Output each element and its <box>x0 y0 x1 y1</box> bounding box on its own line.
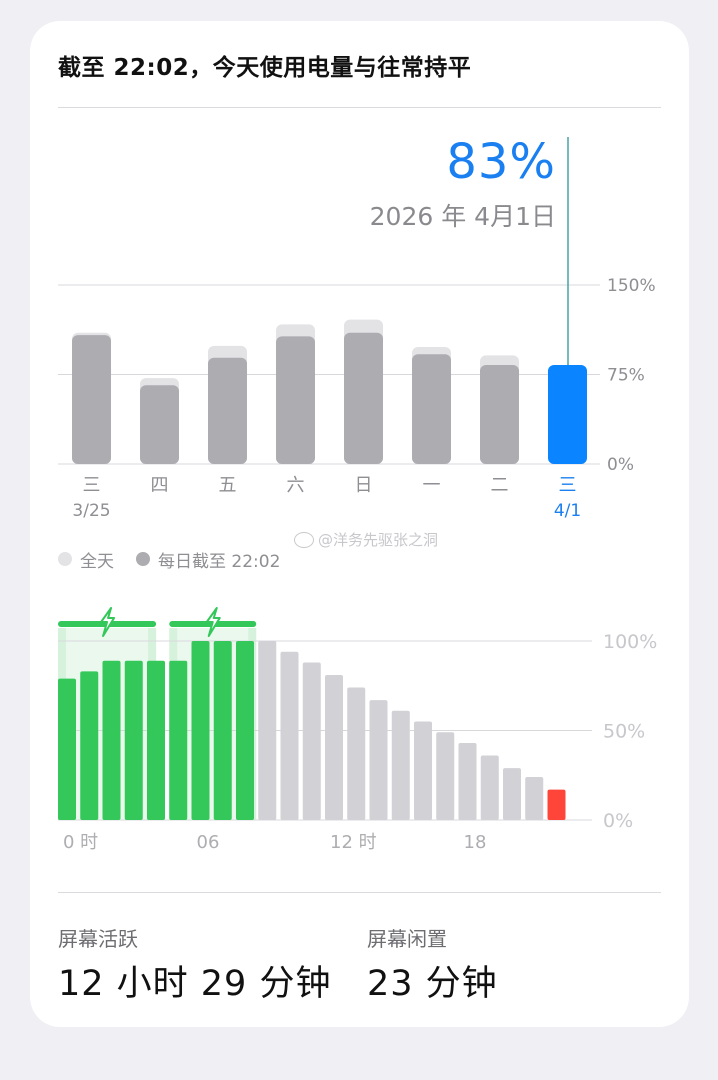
weekday-label: 四 <box>151 475 169 496</box>
to-now-bar <box>412 354 451 464</box>
weekly-y-tick: 0% <box>607 455 634 475</box>
weekday-label: 一 <box>423 475 441 496</box>
hourly-y-tick: 0% <box>603 810 633 832</box>
discharge-bar <box>280 651 299 820</box>
weekday-label: 三 <box>559 475 577 496</box>
legend-to-now-dot <box>136 552 150 566</box>
discharge-bar <box>480 755 499 820</box>
selected-day-date: 2026 年 4月1日 <box>369 202 556 231</box>
hourly-x-tick: 12 时 <box>330 832 377 853</box>
screen-idle-label: 屏幕闲置 <box>367 927 447 951</box>
discharge-bar <box>414 721 432 820</box>
legend-full-day-label: 全天 <box>80 551 114 572</box>
weibo-icon <box>294 531 314 548</box>
watermark: @洋务先驱张之洞 <box>294 529 438 550</box>
weekday-label: 日 <box>355 475 373 496</box>
screen-active-value: 12 小时 29 分钟 <box>58 964 332 1004</box>
charging-bar <box>169 660 188 820</box>
top-divider <box>58 107 661 108</box>
battery-usage-card <box>30 21 689 1027</box>
weekday-label: 六 <box>287 475 305 496</box>
date-label: 4/1 <box>554 501 581 521</box>
discharge-bar <box>458 743 477 820</box>
selected-day-value: 83% <box>446 134 556 190</box>
weekly-y-tick: 150% <box>607 276 656 296</box>
legend-to-now-label: 每日截至 22:02 <box>158 551 281 572</box>
legend-full-day-dot <box>58 552 72 566</box>
bottom-divider <box>58 892 661 893</box>
charging-bar <box>80 671 99 820</box>
discharge-bar <box>325 675 343 820</box>
charging-bolt-icon <box>100 607 116 637</box>
hourly-x-tick: 0 时 <box>63 832 98 853</box>
discharge-bar <box>436 732 455 820</box>
to-now-bar <box>276 336 315 464</box>
discharge-bar <box>369 700 388 820</box>
hourly-x-tick: 06 <box>197 832 220 853</box>
date-label: 3/25 <box>72 501 110 521</box>
charging-bar <box>191 641 210 820</box>
discharge-bar <box>302 662 321 820</box>
legend-full-day: 全天 <box>58 547 114 572</box>
weekly-battery-chart[interactable]: 150% 75% 0% 三 3/25 四 五 六 日 一 二 三 4/1 <box>0 0 718 540</box>
charging-bar <box>213 641 232 820</box>
hourly-y-tick: 50% <box>603 721 645 743</box>
weekday-label: 三 <box>83 475 101 496</box>
charging-bar <box>124 660 143 820</box>
to-now-bar <box>140 385 179 464</box>
charging-bar <box>102 660 121 820</box>
charging-bar <box>58 678 76 820</box>
hourly-x-tick: 18 <box>464 832 487 853</box>
discharge-bar <box>503 768 521 820</box>
discharge-bar <box>391 710 410 820</box>
discharge-bar <box>525 777 544 820</box>
current-level-bar <box>547 789 566 820</box>
hourly-y-tick: 100% <box>603 631 657 653</box>
legend-to-now: 每日截至 22:02 <box>136 547 280 572</box>
to-now-bar <box>208 357 247 464</box>
to-now-bar <box>480 364 519 464</box>
watermark-text: @洋务先驱张之洞 <box>318 531 439 549</box>
screen-idle-value: 23 分钟 <box>367 964 498 1004</box>
discharge-bar <box>258 641 277 820</box>
charging-bar <box>236 641 254 820</box>
weekday-label: 二 <box>491 475 509 496</box>
to-now-bar <box>344 332 383 464</box>
weekday-label: 五 <box>219 475 237 496</box>
usage-summary-title: 截至 22:02，今天使用电量与往常持平 <box>58 55 472 81</box>
hourly-battery-chart[interactable]: 100% 50% 0% 0 时 06 12 时 18 <box>0 0 718 870</box>
charging-bar <box>147 660 165 820</box>
weekly-y-tick: 75% <box>607 366 645 386</box>
weekly-legend: 全天 每日截至 22:02 <box>58 545 302 573</box>
charging-bolt-icon <box>205 607 221 637</box>
screen-active-label: 屏幕活跃 <box>58 927 138 951</box>
selected-day-bar <box>548 364 587 464</box>
to-now-bar <box>72 335 111 464</box>
discharge-bar <box>347 687 366 820</box>
